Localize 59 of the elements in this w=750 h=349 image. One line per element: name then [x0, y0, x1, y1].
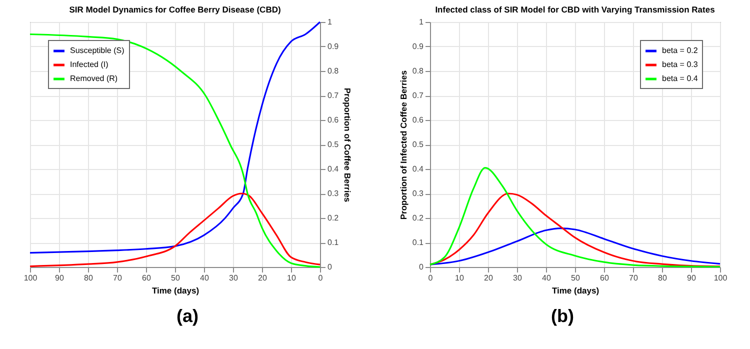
legend-label: Infected (I) — [70, 60, 109, 69]
y-tick-label: 0.1 — [328, 238, 340, 247]
x-tick-label: 10 — [455, 274, 464, 282]
legend-label: Susceptible (S) — [70, 46, 125, 55]
x-tick-label: 80 — [658, 274, 668, 282]
chart-title: Infected class of SIR Model for CBD with Varying Transmission Rates — [435, 4, 716, 14]
y-tick-label: 0.1 — [412, 238, 424, 247]
x-tick-label: 0 — [428, 274, 434, 282]
y-tick-label: 0.4 — [412, 164, 424, 174]
legend-label: beta = 0.4 — [662, 74, 698, 83]
x-tick-label: 40 — [200, 274, 210, 282]
y-tick-label: 0.2 — [328, 214, 340, 222]
x-tick-label: 40 — [542, 274, 552, 282]
y-tick-label: 0.7 — [412, 91, 424, 100]
y-tick-label: 0 — [419, 262, 424, 272]
y-tick-label: 0.6 — [328, 116, 340, 124]
x-tick-label: 50 — [171, 274, 180, 282]
y-tick-label: 0.2 — [412, 214, 424, 222]
line-series — [429, 227, 721, 266]
x-tick-label: 70 — [113, 274, 122, 282]
y-tick-label: 0.3 — [328, 189, 340, 198]
y-tick-label: 0.9 — [328, 42, 340, 51]
y-tick-label: 0.6 — [412, 116, 424, 124]
y-axis-title: Proportion of Infected Coffee Berries — [398, 70, 408, 220]
chart-title: SIR Model Dynamics for Coffee Berry Disease (CBD) — [69, 4, 281, 14]
x-tick-label: 90 — [55, 274, 64, 282]
x-tick-label: 90 — [687, 274, 696, 282]
x-axis-title: Time (days) — [552, 286, 600, 296]
x-axis-title: Time (days) — [152, 286, 200, 296]
y-tick-label: 0.4 — [328, 164, 340, 174]
x-tick-label: 100 — [714, 274, 728, 282]
x-tick-label: 30 — [229, 274, 238, 282]
x-tick-label: 80 — [84, 274, 94, 282]
x-tick-label: 100 — [24, 274, 38, 282]
x-tick-label: 70 — [629, 274, 638, 282]
y-axis-title: Proportion of Coffee Berries — [342, 88, 353, 202]
y-tick-label: 0 — [328, 262, 332, 272]
y-tick-label: 0.8 — [412, 66, 424, 76]
y-tick-label: 0.3 — [412, 189, 424, 198]
x-tick-label: 60 — [142, 274, 152, 282]
x-tick-label: 50 — [571, 274, 580, 282]
x-tick-label: 60 — [600, 274, 610, 282]
y-tick-label: 0.8 — [328, 66, 340, 76]
text: (a) — [176, 306, 198, 327]
y-tick-label: 1 — [328, 18, 332, 26]
legend-label: Removed (R) — [70, 74, 118, 83]
x-tick-label: 0 — [318, 274, 324, 282]
y-tick-label: 0.7 — [328, 91, 340, 100]
y-tick-label: 0.9 — [412, 42, 424, 51]
y-tick-label: 1 — [419, 18, 424, 26]
x-tick-label: 20 — [484, 274, 494, 282]
x-tick-label: 10 — [287, 274, 296, 282]
x-tick-label: 30 — [513, 274, 522, 282]
legend-label: beta = 0.2 — [662, 46, 698, 55]
x-tick-label: 20 — [258, 274, 268, 282]
y-tick-label: 0.5 — [412, 140, 424, 149]
legend-label: beta = 0.3 — [662, 60, 698, 69]
y-tick-label: 0.5 — [328, 140, 340, 149]
text: (b) — [551, 306, 574, 327]
